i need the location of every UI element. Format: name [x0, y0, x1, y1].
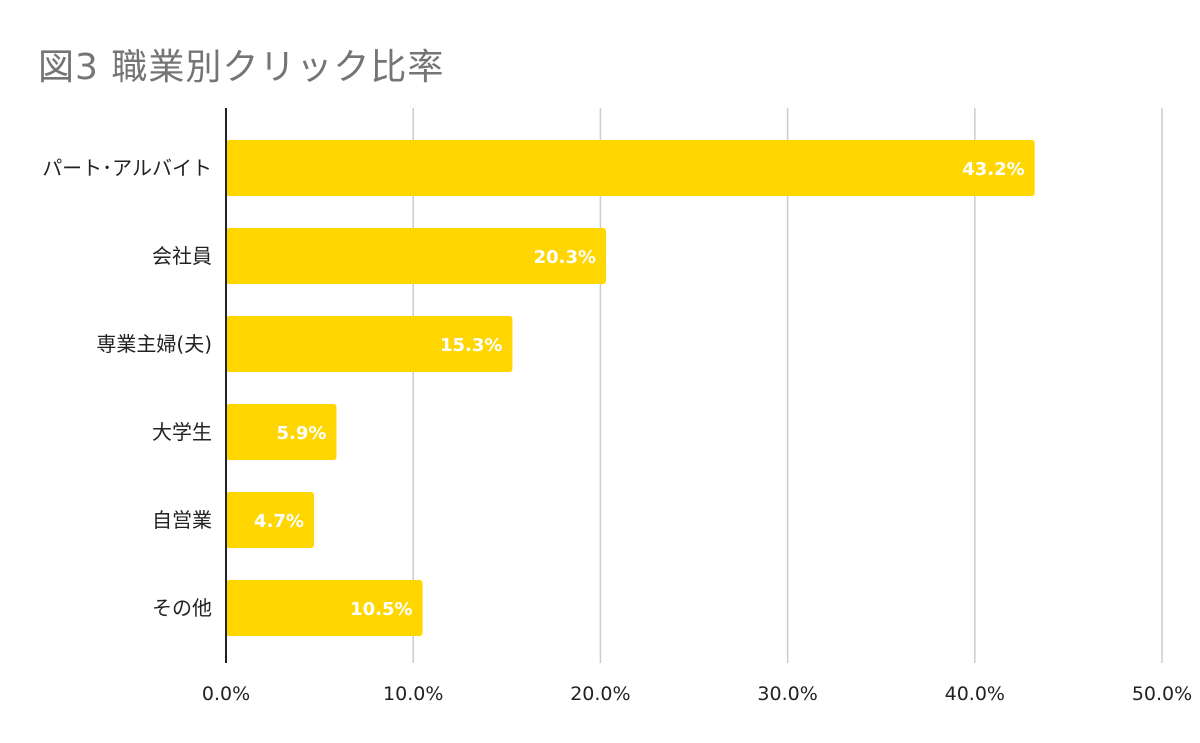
- x-tick-label: 10.0%: [383, 683, 443, 705]
- x-tick-label: 0.0%: [202, 683, 250, 705]
- data-labels: 43.2% 20.3% 15.3% 5.9% 4.7% 10.5%: [254, 159, 1025, 620]
- bar: [226, 492, 314, 548]
- bar: [226, 228, 607, 284]
- x-tick-label: 20.0%: [570, 683, 630, 705]
- category-label: その他: [152, 596, 212, 620]
- x-tick-label: 40.0%: [945, 683, 1005, 705]
- category-label: 専業主婦(夫): [96, 332, 212, 356]
- x-tick-label: 50.0%: [1132, 683, 1192, 705]
- chart-title: 図3 職業別クリック比率: [38, 47, 445, 88]
- data-label: 10.5%: [350, 599, 412, 620]
- data-label: 20.3%: [534, 247, 596, 268]
- bars: [226, 140, 1035, 636]
- bar: [226, 316, 513, 372]
- category-label: パート･アルバイト: [42, 156, 212, 180]
- category-label: 大学生: [152, 420, 212, 444]
- category-label: 自営業: [152, 508, 212, 532]
- bar: [226, 140, 1035, 196]
- bar: [226, 580, 423, 636]
- x-tick-label: 30.0%: [757, 683, 817, 705]
- data-label: 43.2%: [962, 159, 1024, 180]
- data-label: 4.7%: [254, 511, 304, 532]
- data-label: 5.9%: [277, 423, 327, 444]
- gridlines: [412, 108, 1163, 663]
- bar: [226, 404, 337, 460]
- x-tick-labels: 0.0% 10.0% 20.0% 30.0% 40.0% 50.0%: [202, 683, 1192, 705]
- data-label: 15.3%: [440, 335, 502, 356]
- category-label: 会社員: [152, 244, 212, 268]
